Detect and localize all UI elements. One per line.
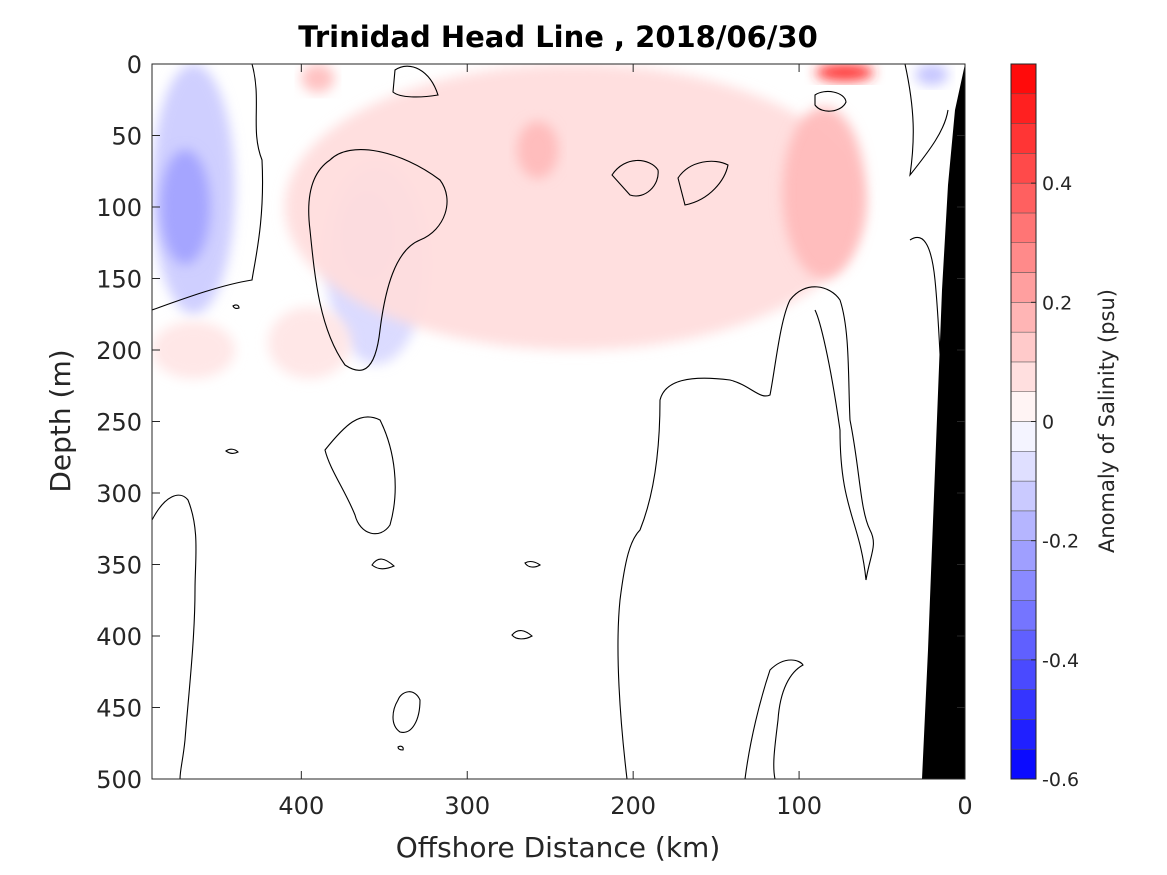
zero-contour [677, 160, 729, 206]
y-tick-label: 150 [96, 266, 142, 294]
anomaly-region [517, 121, 559, 179]
colorbar: -0.6 -0.4 -0.2 0 0.2 0.4 [1010, 63, 1079, 791]
colorbar-tick-label: -0.4 [1042, 650, 1079, 672]
zero-contour [904, 64, 949, 177]
colorbar-segment [1010, 748, 1037, 780]
x-tick-label: 200 [610, 792, 656, 820]
colorbar-segment [1010, 570, 1037, 601]
colorbar-segment [1010, 719, 1037, 750]
colorbar-segment [1010, 123, 1037, 154]
anomaly-region [301, 64, 335, 93]
colorbar-tick-label: 0.2 [1042, 292, 1072, 314]
zero-contour [392, 65, 439, 98]
anomaly-region [815, 64, 874, 82]
colorbar-segment [1010, 361, 1037, 392]
chart-title: Trinidad Head Line , 2018/06/30 [298, 20, 818, 54]
colorbar-segment [1010, 659, 1037, 690]
colorbar-segment [1010, 391, 1037, 422]
x-axis-title: Offshore Distance (km) [396, 831, 721, 864]
anomaly-region [152, 321, 235, 379]
colorbar-segment [1010, 212, 1037, 243]
anomaly-region [160, 149, 211, 265]
colorbar-segment [1010, 540, 1037, 571]
colorbar-segment [1010, 629, 1037, 661]
zero-contour [617, 286, 874, 779]
anomaly-region [268, 307, 352, 379]
y-tick-label: 300 [96, 480, 142, 508]
colorbar-segment [1010, 93, 1037, 124]
x-tick-label: 0 [957, 792, 972, 820]
colorbar-tick-label: -0.2 [1042, 531, 1079, 553]
colorbar-tick-label: 0 [1042, 412, 1054, 434]
x-axis: 400 300 200 100 0 [278, 64, 973, 820]
colorbar-tick-label: -0.6 [1042, 769, 1079, 791]
colorbar-tick-label: 0.4 [1042, 173, 1072, 195]
anomaly-region [915, 64, 949, 86]
colorbar-segment [1010, 421, 1037, 452]
zero-contour [392, 691, 421, 733]
zero-contour [152, 494, 197, 779]
zero-contour [611, 159, 659, 197]
y-axis-title: Depth (m) [44, 349, 77, 492]
y-tick-label: 250 [96, 409, 142, 437]
bathymetry-fill [922, 64, 965, 779]
y-axis: 0 50 100 150 200 250 300 350 400 450 500 [96, 51, 965, 794]
colorbar-segment [1010, 600, 1037, 631]
zero-contour-lines [152, 64, 949, 779]
colorbar-segment [1010, 331, 1037, 363]
zero-contour [308, 149, 448, 371]
y-tick-label: 400 [96, 623, 142, 651]
colorbar-segment [1010, 153, 1037, 184]
y-tick-label: 350 [96, 552, 142, 580]
anomaly-region [782, 106, 866, 279]
y-tick-label: 0 [127, 51, 142, 79]
y-tick-label: 450 [96, 695, 142, 723]
zero-contour [511, 630, 533, 640]
zero-contour [397, 745, 404, 751]
y-tick-label: 100 [96, 194, 142, 222]
zero-contour [152, 64, 264, 311]
anomaly-layer [152, 64, 949, 379]
anomaly-region [284, 64, 866, 350]
zero-contour [324, 416, 396, 535]
y-tick-label: 50 [111, 123, 142, 151]
x-tick-label: 300 [444, 792, 490, 820]
colorbar-title: Anomaly of Salinity (psu) [1095, 289, 1119, 553]
colorbar-segment [1010, 63, 1037, 95]
x-tick-label: 400 [278, 792, 324, 820]
zero-contour [524, 560, 541, 568]
zero-contour [225, 448, 239, 454]
colorbar-segment [1010, 510, 1037, 541]
colorbar-segment [1010, 182, 1037, 214]
zero-contour [232, 304, 240, 309]
zero-contour [814, 90, 847, 112]
colorbar-segment [1010, 451, 1037, 482]
zero-contour [744, 659, 804, 779]
colorbar-segment [1010, 272, 1037, 303]
colorbar-segment [1010, 302, 1037, 333]
zero-contour [371, 558, 396, 570]
colorbar-segment [1010, 242, 1037, 273]
x-tick-label: 100 [776, 792, 822, 820]
y-tick-label: 500 [96, 766, 142, 794]
colorbar-segment [1010, 480, 1037, 512]
colorbar-segment [1010, 689, 1037, 720]
y-tick-label: 200 [96, 337, 142, 365]
